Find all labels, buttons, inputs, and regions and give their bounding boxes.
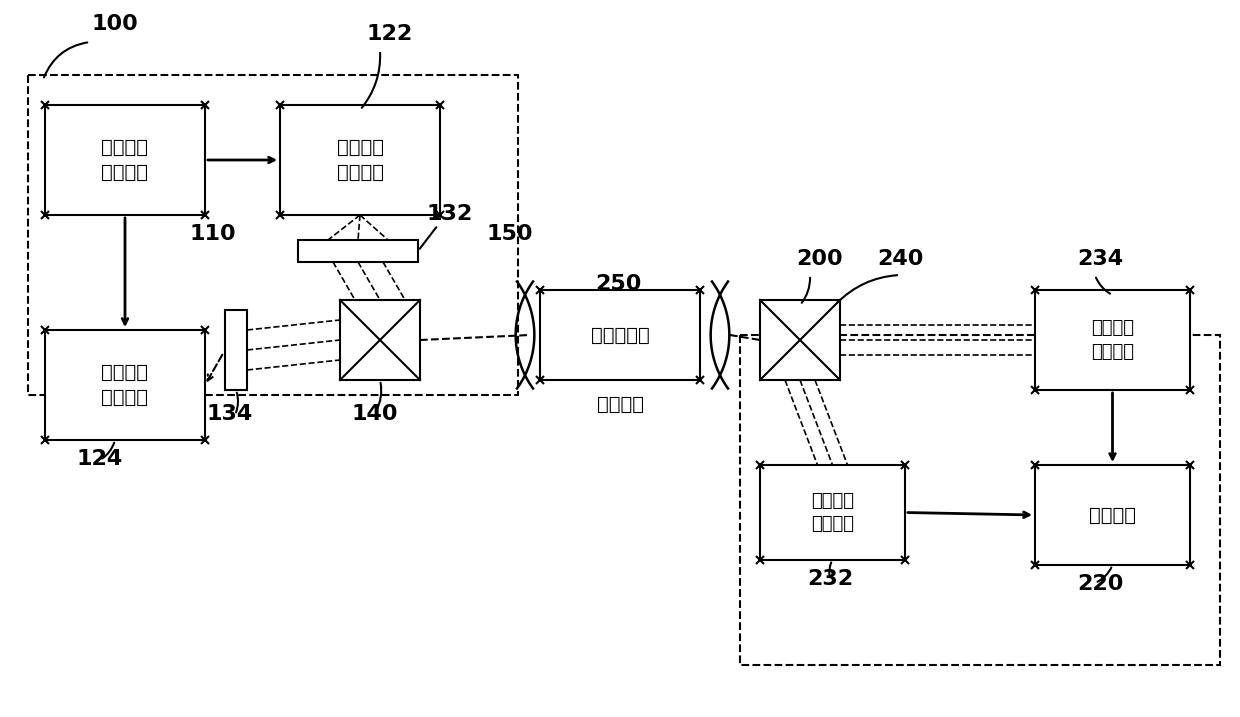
Text: 100: 100 (92, 14, 139, 34)
Text: 第一脉冲
太赫兹源: 第一脉冲 太赫兹源 (336, 138, 383, 182)
Bar (298, 240, 418, 262)
Text: 220: 220 (1076, 574, 1123, 594)
Text: 234: 234 (1076, 249, 1123, 269)
Text: 太赫兹信号: 太赫兹信号 (590, 326, 650, 344)
Text: 解调单元: 解调单元 (1089, 505, 1136, 525)
Text: 110: 110 (190, 224, 237, 244)
Text: 232: 232 (807, 569, 853, 589)
Text: 传播空间: 传播空间 (596, 395, 644, 414)
FancyBboxPatch shape (45, 330, 205, 440)
Text: 240: 240 (877, 249, 924, 269)
Bar (224, 310, 247, 390)
Text: 122: 122 (367, 24, 413, 44)
Text: 140: 140 (352, 404, 398, 424)
Text: 150: 150 (487, 224, 533, 244)
Text: 134: 134 (207, 404, 253, 424)
Text: 第二脉冲
太赫兹源: 第二脉冲 太赫兹源 (102, 363, 149, 407)
Bar (760, 300, 839, 380)
FancyBboxPatch shape (280, 105, 440, 215)
Text: 124: 124 (77, 449, 123, 469)
Text: 132: 132 (427, 204, 474, 224)
Text: 200: 200 (796, 249, 843, 269)
FancyBboxPatch shape (760, 465, 905, 560)
FancyBboxPatch shape (1035, 465, 1190, 565)
FancyBboxPatch shape (1035, 290, 1190, 390)
Text: 250: 250 (595, 274, 641, 294)
Text: 数字信号
生成单元: 数字信号 生成单元 (102, 138, 149, 182)
FancyBboxPatch shape (539, 290, 701, 380)
FancyBboxPatch shape (45, 105, 205, 215)
Text: 第二太赫
兹探测器: 第二太赫 兹探测器 (1091, 319, 1135, 361)
Text: 第一太赫
兹探测器: 第一太赫 兹探测器 (811, 492, 854, 533)
Bar (340, 300, 420, 380)
